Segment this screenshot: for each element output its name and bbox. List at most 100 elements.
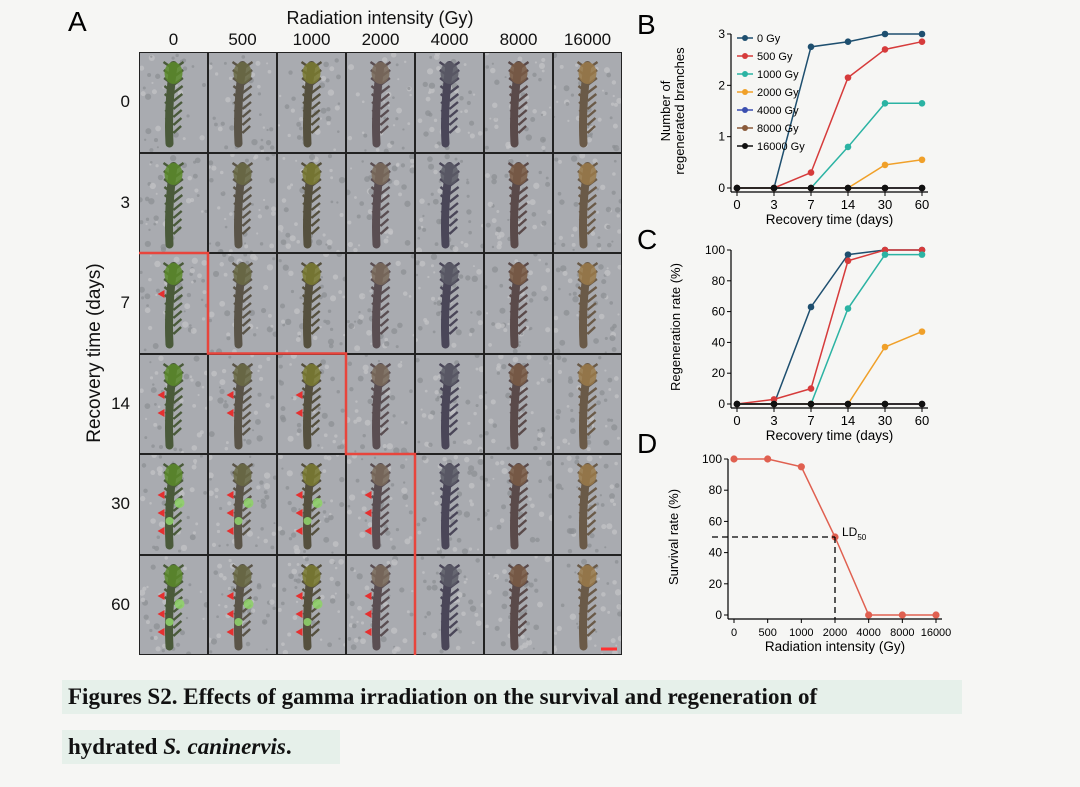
x-tick-label: 14: [841, 413, 855, 428]
data-point: [881, 30, 889, 38]
legend-marker: [742, 143, 748, 149]
x-tick-label: 16000: [921, 627, 952, 639]
legend-marker: [742, 35, 748, 41]
y-tick-label: 0: [718, 397, 725, 411]
moss-photo-30d-8000gy: [485, 455, 552, 554]
data-point: [807, 169, 815, 176]
moss-photo-0d-16000gy: [554, 53, 621, 152]
caption-species: S. caninervis: [163, 734, 286, 759]
data-point: [918, 184, 926, 192]
panel-b-letter: B: [637, 9, 656, 40]
data-point: [807, 385, 815, 392]
moss-photo-60d-2000gy: [347, 555, 414, 654]
x-tick-label: 0: [733, 413, 740, 428]
moss-photo-7d-1000gy: [278, 254, 345, 353]
data-point: [881, 251, 889, 258]
x-tick-label: 7: [807, 197, 814, 212]
y-tick-label: 0: [715, 608, 722, 622]
moss-photo-3d-500gy: [209, 153, 276, 252]
caption-line-2: hydrated S. caninervis.: [68, 734, 292, 760]
legend-label: 1000 Gy: [757, 69, 799, 81]
legend-label: 0 Gy: [757, 33, 781, 45]
moss-photo-3d-0gy: [140, 153, 207, 252]
x-tick-label: 8000: [890, 627, 914, 639]
data-point: [844, 143, 852, 151]
moss-photo-0d-4000gy: [416, 53, 483, 152]
moss-photo-14d-16000gy: [554, 354, 621, 453]
y-tick-label: 20: [709, 577, 723, 591]
moss-photo-3d-1000gy: [278, 153, 345, 252]
moss-photo-30d-0gy: [140, 455, 207, 554]
y-tick-label: 80: [712, 274, 726, 288]
panel-a-letter: A: [68, 6, 87, 37]
x-tick-label: 500: [758, 627, 776, 639]
moss-photo-14d-0gy: [140, 354, 207, 453]
moss-photo-0d-2000gy: [347, 53, 414, 152]
y-tick-label: 40: [709, 546, 723, 560]
y-tick-label: 1: [718, 130, 725, 144]
row-header-60: 60: [111, 594, 130, 614]
x-tick-label: 4000: [856, 627, 880, 639]
x-tick-label: 0: [731, 627, 737, 639]
moss-photo-7d-8000gy: [485, 254, 552, 353]
survival-boundary-line: [139, 251, 417, 655]
x-axis-label: Radiation intensity (Gy): [765, 639, 905, 654]
data-point: [881, 400, 889, 408]
y-tick-label: 80: [709, 483, 723, 497]
data-point: [730, 455, 738, 463]
moss-photo-3d-8000gy: [485, 153, 552, 252]
moss-photo-14d-1000gy: [278, 354, 345, 453]
data-point: [918, 246, 926, 254]
moss-photo-0d-8000gy: [485, 53, 552, 152]
data-point: [844, 251, 852, 258]
y-axis-label: Number ofregenerated branches: [658, 47, 687, 175]
y-tick-label: 60: [709, 514, 723, 528]
data-point: [764, 455, 772, 463]
x-tick-label: 3: [770, 413, 777, 428]
caption-prefix: hydrated: [68, 734, 164, 759]
moss-photo-0d-1000gy: [278, 53, 345, 152]
panel-d-letter: D: [637, 428, 657, 459]
moss-photo-30d-2000gy: [347, 455, 414, 554]
moss-photo-14d-500gy: [209, 354, 276, 453]
data-point: [918, 38, 926, 45]
caption-line-1: Figures S2. Effects of gamma irradiation…: [68, 684, 818, 709]
moss-photo-14d-8000gy: [485, 354, 552, 453]
legend-label: 16000 Gy: [757, 141, 805, 153]
x-tick-label: 3: [770, 197, 777, 212]
moss-photo-60d-8000gy: [485, 555, 552, 654]
data-point: [807, 43, 815, 51]
y-axis-label: Survival rate (%): [666, 489, 681, 585]
y-tick-label: 20: [712, 366, 726, 380]
data-point: [770, 400, 778, 408]
data-point: [844, 38, 852, 45]
data-point: [898, 611, 906, 619]
y-tick-label: 3: [718, 27, 725, 41]
moss-photo-30d-500gy: [209, 455, 276, 554]
series-line-2000-Gy: [737, 159, 923, 189]
legend-marker: [742, 53, 748, 59]
data-point: [770, 184, 778, 192]
y-tick-label: 0: [718, 181, 725, 195]
data-point: [881, 184, 889, 192]
column-header-500: 500: [228, 30, 257, 49]
row-header-3: 3: [120, 192, 130, 212]
x-axis-label: Recovery time (days): [766, 212, 894, 227]
moss-photo-3d-16000gy: [554, 153, 621, 252]
y-tick-label: 100: [705, 243, 725, 257]
panel-a-y-title: Recovery time (days): [84, 263, 105, 443]
moss-photo-30d-4000gy: [416, 455, 483, 554]
moss-photo-60d-500gy: [209, 555, 276, 654]
x-tick-label: 1000: [789, 627, 813, 639]
moss-photo-60d-1000gy: [278, 555, 345, 654]
legend-marker: [742, 71, 748, 77]
data-point: [807, 303, 815, 311]
moss-photo-30d-1000gy: [278, 455, 345, 554]
moss-photo-7d-500gy: [209, 254, 276, 353]
data-point: [918, 328, 926, 335]
panel-c-letter: C: [637, 225, 657, 255]
chart-c: C 0 20 40 60 80 100 0 3 7 14 30 60 Recovery time (day…: [637, 225, 929, 443]
data-point: [797, 463, 805, 471]
caption-highlight-2: [62, 730, 340, 764]
